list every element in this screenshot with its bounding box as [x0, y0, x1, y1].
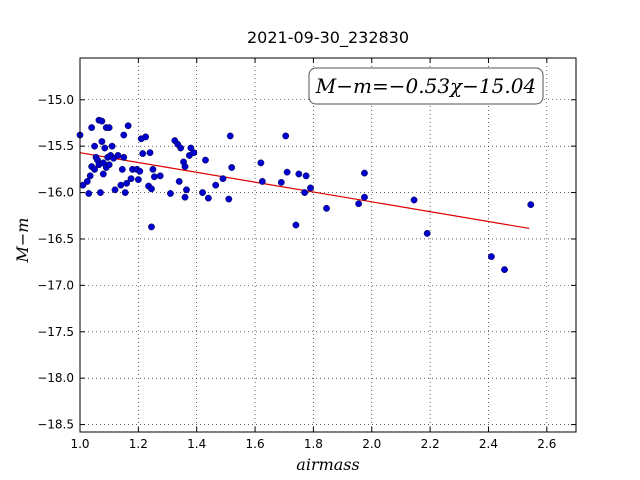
x-tick-label: 1.4	[187, 437, 206, 451]
fit-annotation: M−m=−0.53χ−15.04	[308, 67, 544, 105]
data-point	[282, 132, 290, 140]
data-point	[323, 204, 330, 212]
data-point	[85, 190, 93, 197]
data-point	[105, 124, 113, 132]
chart-title: 2021-09-30_232830	[247, 28, 409, 48]
data-point	[175, 178, 183, 185]
data-point	[167, 190, 174, 197]
x-tick-label: 1.6	[246, 437, 265, 451]
data-point	[108, 142, 116, 150]
data-point	[527, 201, 535, 209]
data-point	[423, 229, 431, 237]
data-point	[91, 165, 98, 173]
data-point	[307, 184, 314, 192]
x-tick-label: 2.4	[479, 437, 498, 451]
data-point	[148, 223, 155, 231]
data-point	[181, 193, 189, 201]
data-point	[86, 172, 94, 180]
y-tick-label: −15.0	[37, 93, 74, 107]
data-point	[134, 176, 142, 183]
data-point	[146, 149, 154, 157]
data-point	[117, 181, 125, 189]
axis-ticks	[79, 58, 576, 432]
data-point	[83, 178, 91, 185]
data-point	[361, 169, 368, 177]
data-point	[142, 133, 150, 141]
data-point	[487, 253, 495, 261]
y-tick-label: −18.0	[37, 371, 74, 385]
data-point	[204, 194, 212, 202]
data-point	[355, 200, 363, 208]
annotation-equation: M−m=−0.53χ−15.04	[315, 74, 536, 98]
annotation-box	[308, 67, 544, 105]
y-tick-label: −18.5	[37, 418, 74, 432]
axes-frame	[79, 57, 577, 433]
data-point	[148, 185, 155, 193]
y-tick-label: −16.0	[37, 186, 74, 200]
data-point	[283, 168, 291, 176]
x-tick-label: 1.8	[304, 437, 323, 451]
data-point	[181, 163, 189, 170]
y-axis-label: M−m	[13, 218, 32, 264]
data-point	[183, 186, 190, 194]
data-point	[228, 164, 236, 171]
data-point	[97, 189, 104, 196]
data-point	[301, 189, 309, 196]
y-tick-label: −17.5	[37, 325, 74, 339]
x-tick-label: 2.2	[421, 437, 440, 451]
data-point	[190, 149, 198, 157]
grid-lines	[79, 58, 576, 432]
data-point	[111, 186, 119, 194]
data-point	[120, 153, 128, 161]
data-point	[212, 181, 220, 189]
data-point	[302, 172, 310, 180]
data-point	[124, 122, 132, 130]
y-tick-label: −16.5	[37, 232, 74, 246]
data-point	[177, 144, 185, 152]
x-tick-label: 1.0	[70, 437, 89, 451]
data-point	[295, 170, 303, 178]
x-axis-label: airmass	[296, 455, 359, 474]
data-point	[118, 165, 126, 173]
data-point	[292, 221, 300, 229]
data-point	[98, 138, 106, 145]
x-tick-label: 2.0	[362, 437, 381, 451]
data-point	[277, 178, 285, 186]
x-tick-label: 2.6	[537, 437, 556, 451]
tick-labels: 1.0 1.2 1.4 1.6 1.8 2.0 2.2 2.4 2.6 −15.0 −15.5 −16…	[37, 93, 556, 451]
data-point	[149, 165, 157, 173]
data-point	[88, 124, 96, 132]
data-point	[114, 152, 122, 159]
data-point	[101, 144, 109, 152]
data-point	[121, 189, 129, 196]
data-point	[136, 167, 144, 175]
y-tick-label: −15.5	[37, 139, 74, 153]
data-point	[199, 189, 206, 196]
data-point	[127, 175, 135, 183]
data-point	[410, 196, 418, 204]
data-point	[150, 173, 158, 181]
data-point	[105, 161, 113, 169]
data-point	[501, 266, 508, 273]
data-point	[202, 156, 209, 164]
data-point	[99, 170, 107, 178]
data-point	[258, 178, 266, 185]
data-points	[76, 116, 535, 273]
data-point	[139, 150, 147, 157]
y-tick-label: −17.0	[37, 278, 74, 292]
data-point	[361, 193, 368, 201]
data-point	[257, 159, 265, 167]
x-tick-label: 1.2	[129, 437, 148, 451]
data-point	[156, 172, 164, 180]
data-point	[98, 117, 106, 125]
data-point	[225, 195, 233, 203]
data-point	[226, 132, 234, 140]
data-point	[91, 142, 98, 150]
data-point	[120, 131, 128, 139]
data-point	[123, 179, 131, 187]
data-point	[219, 175, 227, 183]
